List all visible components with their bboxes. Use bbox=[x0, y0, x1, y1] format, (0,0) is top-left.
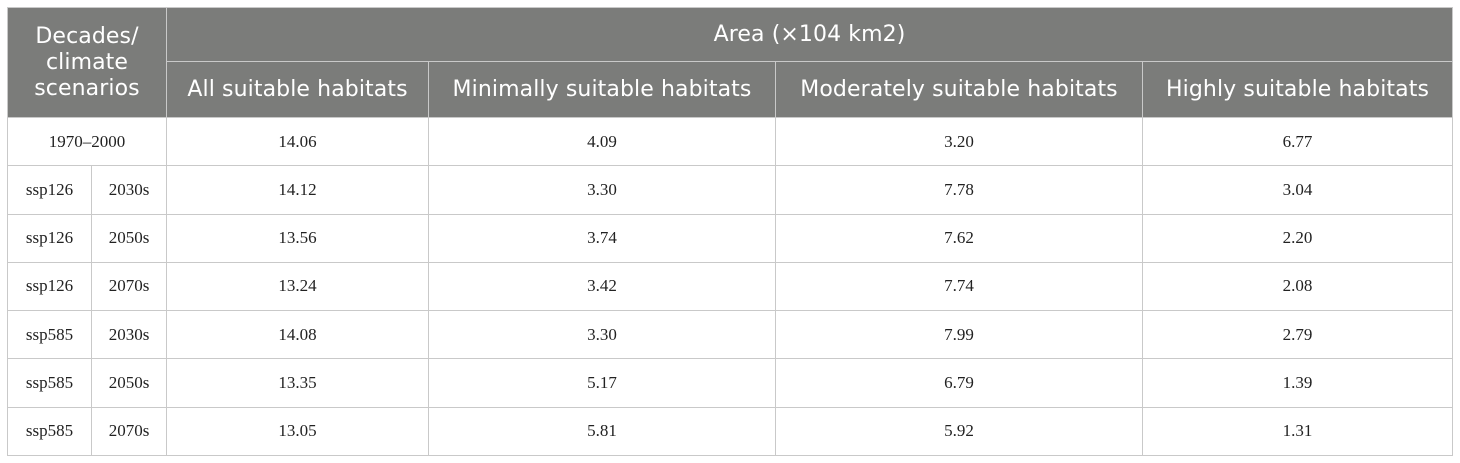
cell-all: 14.12 bbox=[166, 165, 430, 215]
cell-moderate: 7.78 bbox=[775, 165, 1144, 215]
table-body: 1970–2000 14.06 4.09 3.20 6.77 ssp126 20… bbox=[6, 116, 1454, 457]
habitat-area-table: Decades/ climate scenarios Area (×104 km… bbox=[6, 7, 1454, 457]
cell-decade: 2050s bbox=[90, 213, 168, 263]
cell-minimal: 3.30 bbox=[428, 310, 777, 360]
cell-moderate: 6.79 bbox=[775, 358, 1144, 408]
cell-scenario: ssp585 bbox=[7, 406, 92, 457]
table-row: ssp126 2070s 13.24 3.42 7.74 2.08 bbox=[7, 261, 1454, 312]
cell-decade: 2050s bbox=[90, 358, 168, 408]
cell-decade: 2070s bbox=[90, 406, 168, 457]
cell-scenario: ssp585 bbox=[7, 358, 92, 408]
cell-high: 3.04 bbox=[1142, 165, 1454, 215]
table-header: Decades/ climate scenarios Area (×104 km… bbox=[6, 7, 1454, 118]
cell-high: 1.39 bbox=[1142, 358, 1454, 408]
cell-scenario: ssp126 bbox=[7, 213, 92, 263]
cell-scenario: ssp126 bbox=[7, 165, 92, 215]
corner-header: Decades/ climate scenarios bbox=[6, 7, 168, 118]
column-header-high: Highly suitable habitats bbox=[1142, 61, 1454, 118]
cell-minimal: 3.74 bbox=[428, 213, 777, 263]
cell-moderate: 3.20 bbox=[775, 116, 1144, 167]
cell-all: 13.05 bbox=[166, 406, 430, 457]
cell-minimal: 3.42 bbox=[428, 261, 777, 312]
cell-scenario: ssp126 bbox=[7, 261, 92, 312]
cell-moderate: 5.92 bbox=[775, 406, 1144, 457]
table-row: ssp126 2050s 13.56 3.74 7.62 2.20 bbox=[7, 213, 1454, 263]
cell-high: 1.31 bbox=[1142, 406, 1454, 457]
cell-minimal: 5.81 bbox=[428, 406, 777, 457]
cell-moderate: 7.62 bbox=[775, 213, 1144, 263]
table-row: ssp585 2030s 14.08 3.30 7.99 2.79 bbox=[7, 310, 1454, 360]
cell-all: 14.08 bbox=[166, 310, 430, 360]
cell-decade: 2070s bbox=[90, 261, 168, 312]
cell-minimal: 3.30 bbox=[428, 165, 777, 215]
cell-all: 14.06 bbox=[166, 116, 430, 167]
cell-all: 13.56 bbox=[166, 213, 430, 263]
cell-decade: 2030s bbox=[90, 310, 168, 360]
cell-decade: 2030s bbox=[90, 165, 168, 215]
cell-moderate: 7.99 bbox=[775, 310, 1144, 360]
baseline-label: 1970–2000 bbox=[6, 116, 168, 167]
table-row: ssp126 2030s 14.12 3.30 7.78 3.04 bbox=[7, 165, 1454, 215]
cell-high: 6.77 bbox=[1142, 116, 1454, 167]
area-group-header: Area (×104 km2) bbox=[166, 7, 1454, 62]
cell-high: 2.79 bbox=[1142, 310, 1454, 360]
cell-moderate: 7.74 bbox=[775, 261, 1144, 312]
table-row-baseline: 1970–2000 14.06 4.09 3.20 6.77 bbox=[6, 116, 1454, 167]
header-row-group: Decades/ climate scenarios Area (×104 km… bbox=[6, 7, 1454, 118]
column-header-all: All suitable habitats bbox=[166, 61, 430, 118]
cell-all: 13.24 bbox=[166, 261, 430, 312]
column-header-moderate: Moderately suitable habitats bbox=[775, 61, 1144, 118]
cell-minimal: 5.17 bbox=[428, 358, 777, 408]
table-row: ssp585 2050s 13.35 5.17 6.79 1.39 bbox=[7, 358, 1454, 408]
cell-all: 13.35 bbox=[166, 358, 430, 408]
column-header-minimal: Minimally suitable habitats bbox=[428, 61, 777, 118]
cell-high: 2.08 bbox=[1142, 261, 1454, 312]
table-row: ssp585 2070s 13.05 5.81 5.92 1.31 bbox=[7, 406, 1454, 457]
cell-scenario: ssp585 bbox=[7, 310, 92, 360]
cell-high: 2.20 bbox=[1142, 213, 1454, 263]
header-row-columns: All suitable habitats Minimally suitable… bbox=[8, 61, 1454, 118]
cell-minimal: 4.09 bbox=[428, 116, 777, 167]
